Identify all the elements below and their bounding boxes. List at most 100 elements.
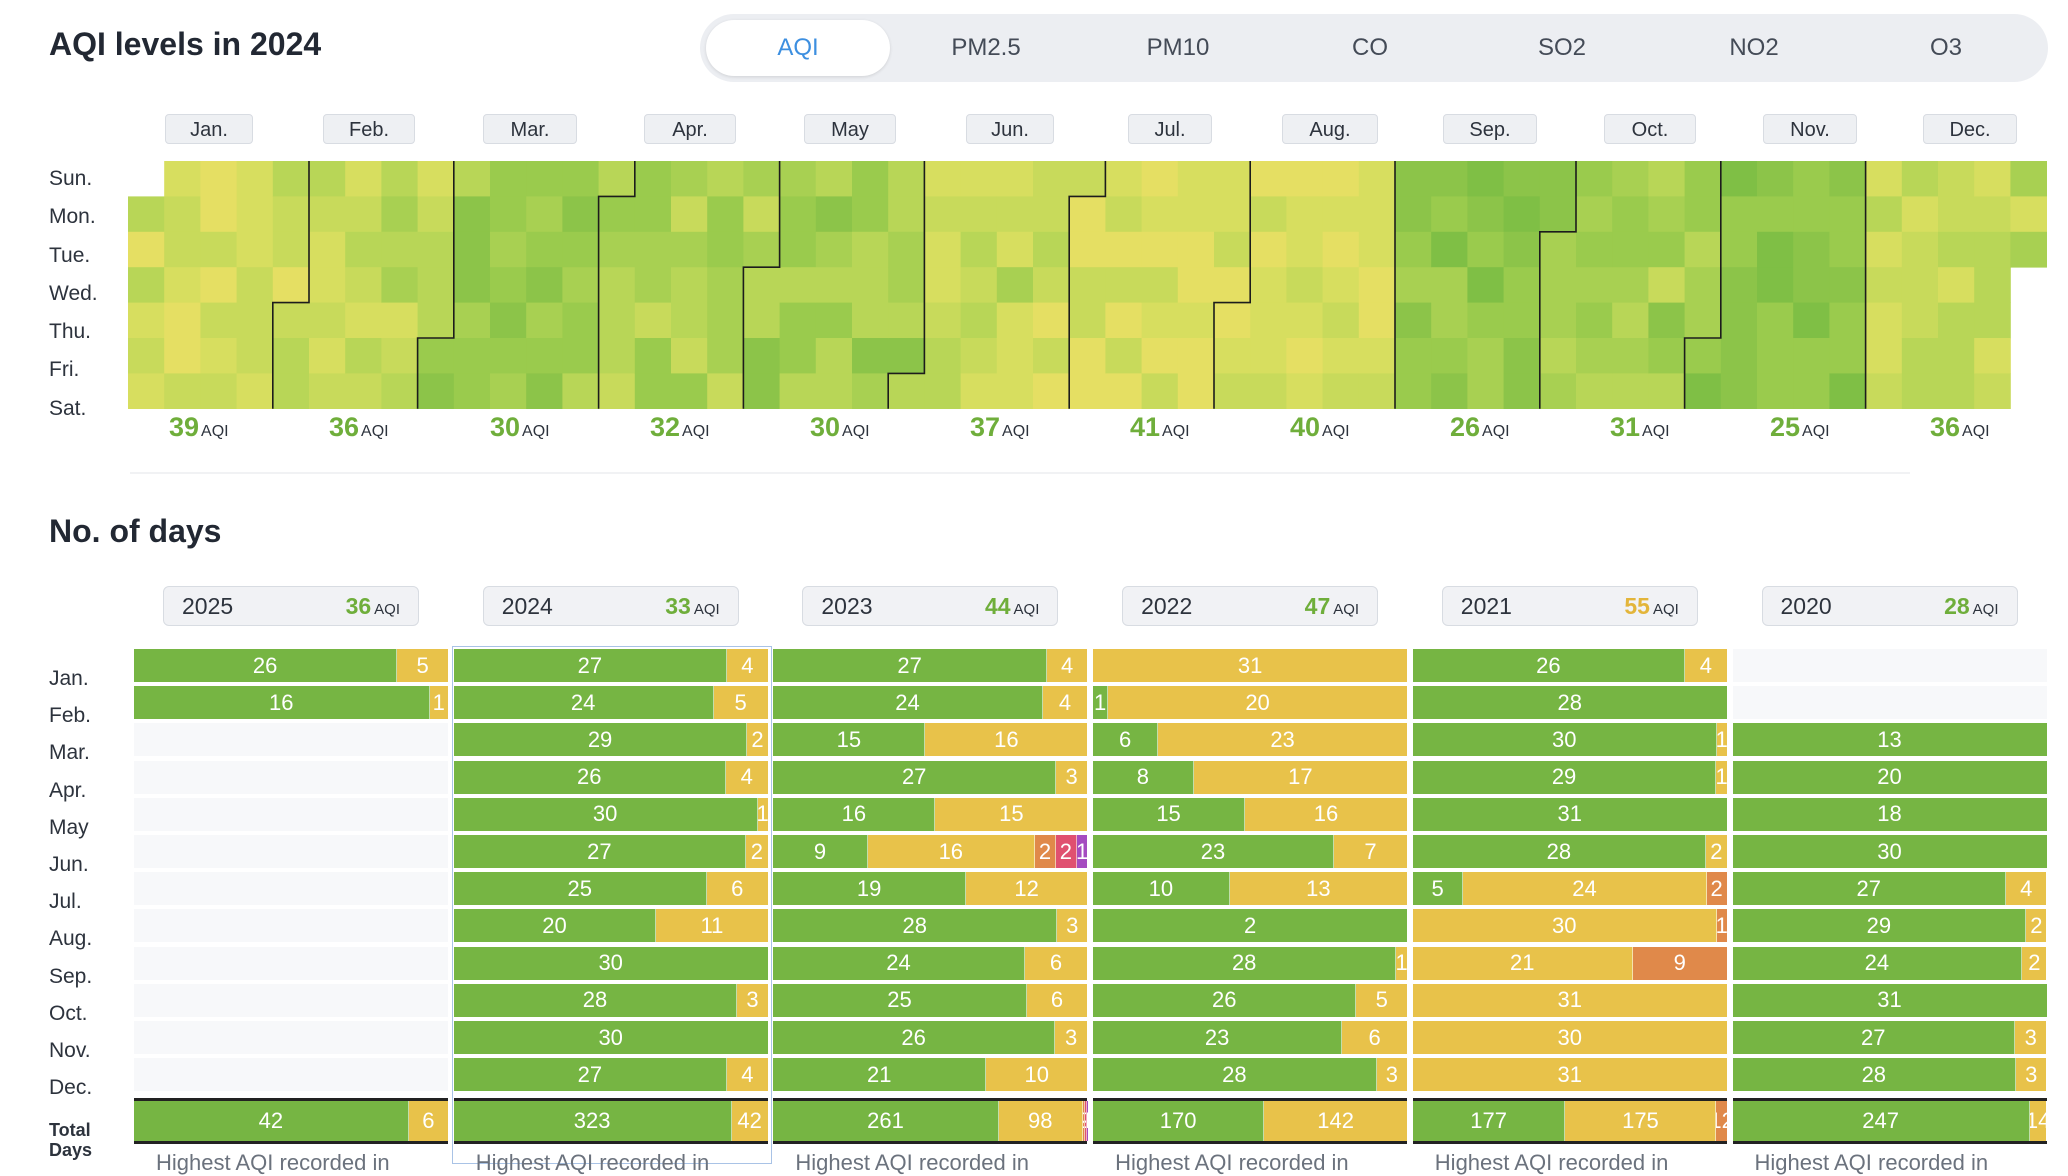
- heatmap-day-cell[interactable]: [671, 267, 708, 303]
- heatmap-day-cell[interactable]: [236, 302, 274, 339]
- days-segment-moderate[interactable]: 30: [1412, 909, 1717, 943]
- heatmap-day-cell[interactable]: [453, 231, 491, 268]
- heatmap-day-cell[interactable]: [128, 196, 165, 233]
- heatmap-day-cell[interactable]: [1322, 302, 1360, 339]
- tab-so2[interactable]: SO2: [1537, 34, 1587, 61]
- heatmap-day-cell[interactable]: [1720, 267, 1758, 303]
- heatmap-day-cell[interactable]: [345, 267, 382, 303]
- days-segment-good[interactable]: 28: [1732, 1058, 2017, 1092]
- days-segment-good[interactable]: 31: [1412, 797, 1727, 831]
- heatmap-day-cell[interactable]: [345, 373, 382, 409]
- heatmap-day-cell[interactable]: [562, 267, 599, 303]
- days-segment-usg[interactable]: 1: [1716, 909, 1727, 943]
- heatmap-day-cell[interactable]: [2010, 231, 2047, 268]
- heatmap-day-cell[interactable]: [1901, 231, 1939, 268]
- heatmap-day-cell[interactable]: [200, 161, 237, 197]
- heatmap-day-cell[interactable]: [272, 267, 310, 303]
- year-selector-2020[interactable]: 2020 28 AQI: [1761, 586, 2018, 626]
- days-segment-good[interactable]: 16: [773, 797, 936, 831]
- heatmap-day-cell[interactable]: [1467, 338, 1504, 374]
- days-segment-moderate[interactable]: 2: [747, 723, 768, 757]
- days-segment-good[interactable]: 2: [1093, 909, 1408, 943]
- heatmap-day-cell[interactable]: [1069, 373, 1106, 409]
- heatmap-day-cell[interactable]: [453, 161, 491, 197]
- heatmap-day-cell[interactable]: [1793, 373, 1830, 409]
- heatmap-day-cell[interactable]: [2010, 161, 2047, 197]
- days-segment-moderate[interactable]: 6: [1024, 946, 1088, 980]
- heatmap-day-cell[interactable]: [1938, 267, 1975, 303]
- days-segment-moderate[interactable]: 6: [706, 872, 768, 906]
- days-segment-good[interactable]: 15: [773, 723, 926, 757]
- heatmap-day-cell[interactable]: [1105, 302, 1142, 339]
- total-days-bar[interactable]: 26198221: [773, 1098, 1088, 1144]
- total-days-bar[interactable]: 170 142: [1093, 1098, 1408, 1144]
- month-days-bar[interactable]: 18: [1732, 797, 2047, 831]
- heatmap-day-cell[interactable]: [309, 302, 346, 339]
- heatmap-day-cell[interactable]: [1648, 373, 1685, 409]
- heatmap-day-cell[interactable]: [852, 196, 889, 233]
- heatmap-day-cell[interactable]: [815, 196, 853, 233]
- days-segment-good[interactable]: 28: [1412, 835, 1706, 868]
- heatmap-day-cell[interactable]: [200, 196, 237, 233]
- days-segment-good[interactable]: 25: [453, 872, 707, 906]
- year-selector-2021[interactable]: 2021 55 AQI: [1441, 586, 1698, 626]
- heatmap-day-cell[interactable]: [164, 161, 201, 197]
- days-segment-good[interactable]: 24: [1732, 946, 2023, 980]
- days-segment-moderate[interactable]: 4: [727, 1058, 768, 1092]
- heatmap-day-cell[interactable]: [1250, 196, 1287, 233]
- days-segment-good[interactable]: 28: [773, 909, 1057, 943]
- days-segment-usg[interactable]: 2: [1035, 835, 1056, 868]
- heatmap-day-cell[interactable]: [852, 338, 889, 374]
- days-segment-moderate[interactable]: 15: [935, 797, 1088, 831]
- heatmap-day-cell[interactable]: [1829, 161, 1866, 197]
- days-segment-moderate[interactable]: 17: [1193, 760, 1408, 794]
- heatmap-day-cell[interactable]: [1431, 231, 1468, 268]
- heatmap-day-cell[interactable]: [1829, 196, 1866, 233]
- heatmap-day-cell[interactable]: [1829, 373, 1866, 409]
- heatmap-day-cell[interactable]: [1141, 373, 1179, 409]
- heatmap-day-cell[interactable]: [453, 338, 491, 374]
- heatmap-day-cell[interactable]: [888, 267, 925, 303]
- heatmap-day-cell[interactable]: [1033, 231, 1070, 268]
- heatmap-day-cell[interactable]: [200, 373, 237, 409]
- days-segment-moderate[interactable]: 5: [713, 686, 768, 720]
- heatmap-day-cell[interactable]: [272, 161, 310, 197]
- heatmap-day-cell[interactable]: [1286, 373, 1323, 409]
- heatmap-day-cell[interactable]: [417, 161, 455, 197]
- heatmap-day-cell[interactable]: [1720, 338, 1758, 374]
- days-segment-moderate[interactable]: 1: [757, 797, 768, 831]
- heatmap-day-cell[interactable]: [453, 196, 491, 233]
- days-segment-good[interactable]: 27: [453, 1058, 728, 1092]
- days-segment-moderate[interactable]: 31: [1412, 1058, 1727, 1092]
- heatmap-day-cell[interactable]: [562, 196, 599, 233]
- days-segment-good[interactable]: 29: [453, 723, 748, 757]
- heatmap-day-cell[interactable]: [1684, 373, 1722, 409]
- heatmap-day-cell[interactable]: [1431, 161, 1468, 197]
- heatmap-day-cell[interactable]: [1069, 302, 1106, 339]
- heatmap-day-cell[interactable]: [381, 161, 418, 197]
- heatmap-day-cell[interactable]: [1865, 267, 1903, 303]
- days-segment-good[interactable]: 13: [1732, 723, 2047, 757]
- heatmap-day-cell[interactable]: [1974, 231, 2011, 268]
- month-days-bar[interactable]: 2: [1093, 909, 1408, 943]
- heatmap-day-cell[interactable]: [1793, 338, 1830, 374]
- days-segment-good[interactable]: 28: [1093, 1058, 1377, 1092]
- tab-aqi[interactable]: AQI: [706, 20, 890, 76]
- heatmap-day-cell[interactable]: [960, 302, 998, 339]
- heatmap-day-cell[interactable]: [272, 302, 310, 339]
- heatmap-day-cell[interactable]: [707, 338, 744, 374]
- days-segment-moderate[interactable]: 6: [1026, 983, 1088, 1017]
- heatmap-day-cell[interactable]: [1648, 161, 1685, 197]
- heatmap-day-cell[interactable]: [1467, 161, 1504, 197]
- heatmap-day-cell[interactable]: [1286, 267, 1323, 303]
- heatmap-day-cell[interactable]: [960, 338, 998, 374]
- heatmap-day-cell[interactable]: [888, 161, 925, 197]
- month-days-bar[interactable]: 27 3: [773, 760, 1088, 794]
- days-segment-unhealthy[interactable]: 2: [1084, 1101, 1087, 1141]
- month-days-bar[interactable]: 27 4: [773, 649, 1088, 682]
- days-segment-very_unhealthy[interactable]: 1: [1076, 835, 1088, 868]
- heatmap-day-cell[interactable]: [1033, 196, 1070, 233]
- heatmap-day-cell[interactable]: [164, 267, 201, 303]
- heatmap-day-cell[interactable]: [1974, 302, 2011, 339]
- total-days-bar[interactable]: 17717512: [1412, 1098, 1727, 1144]
